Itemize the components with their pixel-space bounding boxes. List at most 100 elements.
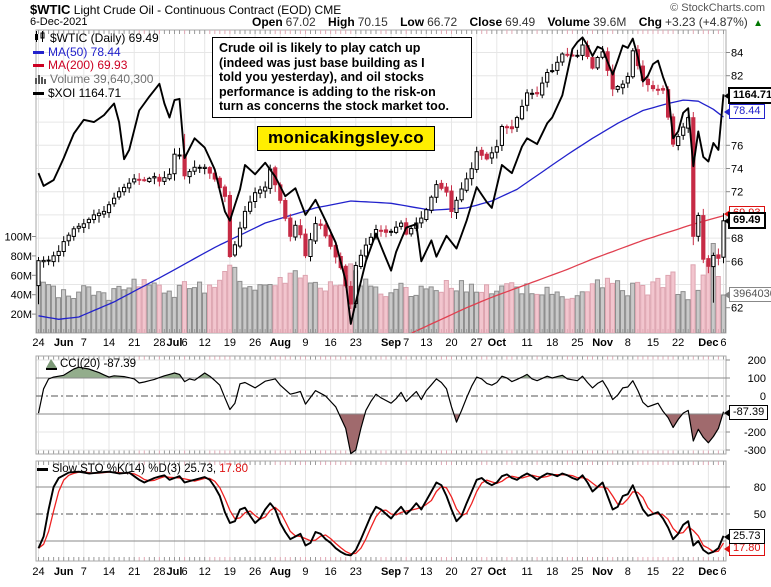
svg-text:Dec: Dec [698,566,718,578]
volume-value: 39.6M [592,15,627,29]
svg-text:9: 9 [302,337,308,349]
svg-text:26: 26 [249,337,261,349]
legend-wtic-label: $WTIC (Daily) 69.49 [50,30,159,45]
instrument-name: Light Crude Oil - Continuous Contract (E… [73,3,342,17]
svg-text:19: 19 [224,337,236,349]
svg-text:13: 13 [420,337,432,349]
svg-text:22: 22 [672,337,684,349]
volume-value-badge: 39640300 [724,287,771,302]
svg-text:20M: 20M [11,309,32,321]
up-arrow-icon: ▲ [753,18,763,29]
svg-text:21: 21 [128,566,140,578]
svg-text:Jul: Jul [167,337,183,349]
sto-label-text: Slow STO %K(14) %D(3) 25.73, [52,463,217,475]
svg-text:12: 12 [199,566,211,578]
close-label: Close [469,15,503,29]
svg-text:Nov: Nov [592,566,614,578]
svg-text:7: 7 [403,566,409,578]
volume-label: Volume [547,15,590,29]
svg-text:100: 100 [748,373,766,385]
svg-text:18: 18 [546,566,558,578]
legend-volume-label: Volume 39,640,300 [50,72,154,86]
xoi-value-badge: 1164.71 [723,87,771,104]
svg-text:24: 24 [32,566,44,578]
legend-xoi-label: $XOI 1164.71 [48,86,122,100]
svg-text:28: 28 [153,337,165,349]
svg-text:8: 8 [625,566,631,578]
high-value: 70.15 [357,15,388,29]
legend-wtic: $WTIC (Daily) 69.49 [33,31,159,46]
svg-text:Sep: Sep [381,337,401,349]
chart-title: $WTIC Light Crude Oil - Continuous Contr… [30,2,341,17]
quote-date: 6-Dec-2021 [30,16,88,28]
svg-text:7: 7 [403,337,409,349]
svg-text:24: 24 [32,337,44,349]
svg-text:0: 0 [760,391,766,403]
svg-text:66: 66 [731,256,743,268]
ma50-line-icon [33,50,44,54]
svg-text:7: 7 [81,337,87,349]
svg-text:72: 72 [731,187,743,199]
svg-text:62: 62 [731,303,743,315]
svg-text:50: 50 [754,509,766,521]
svg-text:20: 20 [445,337,457,349]
svg-text:18: 18 [546,337,558,349]
cci-area-icon [46,358,57,370]
svg-text:84: 84 [731,48,743,60]
open-label: Open [252,15,283,29]
svg-text:6: 6 [720,566,726,578]
candlestick-icon [33,31,47,46]
symbol-label: $WTIC [30,2,71,17]
svg-text:68: 68 [731,233,743,245]
svg-text:28: 28 [153,566,165,578]
svg-text:15: 15 [647,337,659,349]
svg-text:11: 11 [521,337,532,349]
svg-text:22: 22 [672,566,684,578]
volume-bars-icon [33,73,47,88]
svg-text:60M: 60M [11,270,32,282]
svg-text:80: 80 [754,482,766,494]
svg-text:Jun: Jun [54,337,74,349]
cci-panel-label: CCI(20) -87.39 [46,358,136,370]
svg-text:80M: 80M [11,251,32,263]
legend-ma50-label: MA(50) 78.44 [48,44,121,59]
svg-text:14: 14 [103,566,115,578]
svg-text:25: 25 [571,566,583,578]
svg-text:100M: 100M [4,232,32,244]
svg-text:40M: 40M [11,290,32,302]
chg-label: Chg [638,15,663,29]
sto-d-value-badge: 17.80 [724,541,765,556]
svg-text:200: 200 [748,355,766,367]
svg-text:7: 7 [81,566,87,578]
svg-text:19: 19 [224,566,236,578]
svg-text:Oct: Oct [488,566,507,578]
svg-text:27: 27 [471,566,483,578]
chart-legend: $WTIC (Daily) 69.49 MA(50) 78.44 MA(200)… [33,31,159,101]
svg-text:Aug: Aug [270,566,291,578]
high-label: High [328,15,355,29]
low-value: 66.72 [427,15,458,29]
svg-text:8: 8 [625,337,631,349]
svg-text:14: 14 [103,337,115,349]
svg-text:23: 23 [350,337,362,349]
svg-text:16: 16 [325,566,337,578]
legend-volume: Volume 39,640,300 [33,72,159,88]
svg-text:74: 74 [731,164,743,176]
svg-text:11: 11 [521,566,532,578]
svg-text:20: 20 [445,566,457,578]
svg-text:Jul: Jul [167,566,183,578]
svg-text:-300: -300 [744,445,766,457]
cci-label-text: CCI(20) -87.39 [60,358,137,370]
cci-value-badge: -87.39 [723,405,769,420]
svg-text:Dec: Dec [698,337,718,349]
svg-text:6: 6 [182,566,188,578]
sto-line-icon [37,467,48,471]
legend-ma200-label: MA(200) 69.93 [48,58,128,72]
svg-text:Jun: Jun [54,566,74,578]
ma50-value-badge: 78.44 [724,104,765,119]
legend-ma200: MA(200) 69.93 [33,58,159,73]
annotation-box: Crude oil is likely to play catch up (in… [212,37,472,118]
watermark-link[interactable]: monicakingsley.co [257,126,435,151]
svg-text:9: 9 [302,566,308,578]
